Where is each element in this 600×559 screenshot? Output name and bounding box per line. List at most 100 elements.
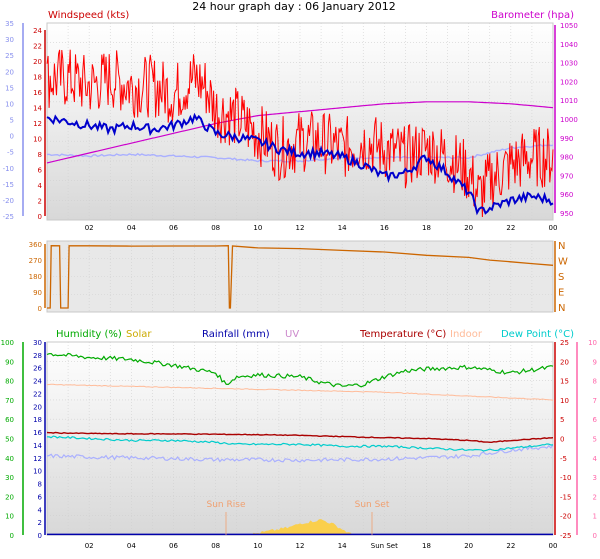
temperature-axis-label: Temperature (°C) (359, 329, 446, 340)
sunrise-label: Sun Rise (207, 500, 246, 510)
uv-axis-label: UV (285, 329, 299, 340)
y-tick-label: 22 (33, 390, 42, 398)
series-wind-average (46, 112, 554, 216)
wind-axis-label: Windspeed (kts) (48, 10, 129, 21)
x-tick-label: 20 (464, 542, 473, 550)
y-tick-label: 3 (593, 474, 597, 482)
y-tick-label: 80 (5, 378, 14, 386)
y-tick-label: 90 (5, 358, 14, 366)
series-wind-gust (46, 49, 554, 218)
y-tick-label: 990 (560, 135, 573, 143)
y-tick-label: 5 (10, 117, 14, 125)
y-tick-label: 960 (560, 191, 573, 199)
y-tick-label: 0 (38, 213, 42, 221)
y-tick-label: -15 (3, 181, 14, 189)
y-tick-label: 0 (38, 305, 42, 313)
y-tick-label: 0 (593, 532, 597, 540)
y-tick-label: 10 (33, 136, 42, 144)
y-tick-label: 1050 (560, 22, 578, 30)
dewpoint-axis-label: Dew Point (°C) (501, 329, 574, 340)
y-tick-label: 10 (5, 513, 14, 521)
y-tick-label: 0 (10, 532, 14, 540)
x-tick-label: 12 (296, 224, 305, 232)
series-humidity (46, 352, 554, 388)
y-tick-label: 1030 (560, 60, 578, 68)
y-tick-label: 7 (593, 397, 597, 405)
y-tick-label: 950 (560, 210, 573, 218)
y-tick-label: 1 (593, 513, 597, 521)
x-tick-label: 22 (506, 542, 515, 550)
y-tick-label: 28 (33, 352, 42, 360)
y-tick-label: 970 (560, 172, 573, 180)
x-tick-label: 08 (211, 224, 220, 232)
x-tick-label: Sun Set (371, 542, 398, 550)
series-temperature (46, 431, 554, 443)
series-dewpoint (46, 435, 554, 452)
x-tick-label: 10 (253, 224, 262, 232)
y-tick-label: 6 (593, 416, 598, 424)
y-tick-label: 5 (560, 416, 564, 424)
y-tick-label: 2 (38, 519, 42, 527)
x-tick-label: 00 (549, 224, 558, 232)
x-tick-label: 12 (296, 542, 305, 550)
y-tick-label: 35 (5, 20, 14, 28)
y-tick-label: 1020 (560, 78, 578, 86)
y-tick-label: 8 (38, 151, 42, 159)
y-tick-label: 0 (38, 532, 42, 540)
y-tick-label: -20 (560, 513, 571, 521)
chart-title: 24 hour graph day : 06 January 2012 (192, 0, 396, 13)
y-tick-label: 30 (33, 339, 42, 347)
series-wind-direction (47, 245, 554, 309)
y-tick-label: -5 (560, 455, 567, 463)
y-tick-label: 70 (5, 397, 14, 405)
y-tick-label: 20 (5, 493, 14, 501)
indoor-label: Indoor (450, 329, 483, 340)
x-tick-label: 20 (464, 224, 473, 232)
y-tick-label: 9 (593, 358, 597, 366)
y-tick-label: 360 (29, 241, 42, 249)
y-tick-label: -5 (7, 149, 14, 157)
direction-label: N (558, 303, 565, 314)
direction-label: W (558, 257, 568, 268)
y-tick-label: 1040 (560, 41, 578, 49)
y-tick-label: 6 (38, 493, 43, 501)
y-tick-label: 6 (38, 167, 43, 175)
x-tick-label: 14 (338, 224, 347, 232)
wind-panel: Windspeed (kts) Barometer (hpa) 02 04 06 08… (3, 10, 578, 232)
x-tick-label: 08 (211, 542, 220, 550)
y-tick-label: 60 (5, 416, 14, 424)
series-solar (247, 519, 353, 535)
sunset-label: Sun Set (355, 500, 390, 510)
x-tick-label: 18 (422, 224, 431, 232)
y-tick-label: 20 (33, 58, 42, 66)
y-tick-label: 4 (38, 506, 43, 514)
x-tick-label: 04 (127, 542, 136, 550)
y-tick-label: 16 (33, 89, 42, 97)
y-tick-label: 1010 (560, 97, 578, 105)
y-tick-label: 20 (5, 68, 14, 76)
y-tick-label: -25 (560, 532, 571, 540)
y-tick-label: 2 (38, 198, 42, 206)
y-tick-label: 18 (33, 416, 42, 424)
y-tick-label: 25 (5, 52, 14, 60)
y-tick-label: 1000 (560, 116, 578, 124)
x-tick-label: 04 (127, 224, 136, 232)
y-tick-label: 0 (560, 436, 564, 444)
y-tick-label: 20 (560, 358, 569, 366)
y-tick-label: 100 (1, 339, 14, 347)
x-tick-label: 14 (338, 542, 347, 550)
series-outer-temperature (46, 143, 554, 163)
x-tick-label: 06 (169, 224, 178, 232)
y-tick-label: 8 (38, 481, 42, 489)
y-tick-label: 30 (5, 474, 14, 482)
y-tick-label: 12 (33, 120, 42, 128)
x-tick-label: 18 (422, 542, 431, 550)
solar-label: Solar (126, 329, 152, 340)
y-tick-label: 4 (38, 182, 43, 190)
y-tick-label: 26 (33, 365, 42, 373)
y-tick-label: 5 (593, 436, 597, 444)
y-tick-label: 20 (33, 403, 42, 411)
x-tick-label: 06 (169, 542, 178, 550)
y-tick-label: -15 (560, 493, 571, 501)
